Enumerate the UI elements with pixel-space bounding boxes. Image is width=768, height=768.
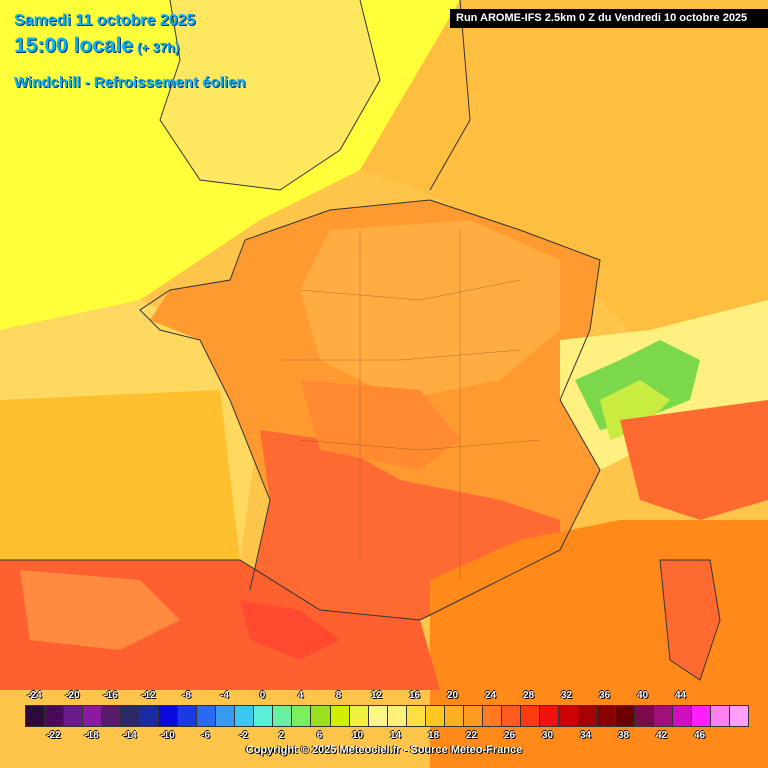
scale-cell [45, 706, 65, 726]
copyright: Copyright © 2025 Meteociel.fr - Source M… [245, 744, 523, 756]
scale-label: 14 [389, 730, 402, 741]
legend-bottom-labels: -22 -18 -14 -10 -6 -2 2 6 10 14 18 22 26 30 34 38 42 46 [0, 730, 768, 744]
forecast-hour: 15:00 locale (+ 37h) [14, 34, 179, 58]
scale-label: 32 [560, 690, 573, 701]
scale-cell [444, 706, 464, 726]
scale-label: 18 [427, 730, 440, 741]
parameter-title: Windchill - Refroissement éolien [14, 74, 246, 91]
scale-cell [520, 706, 540, 726]
scale-label: 36 [598, 690, 611, 701]
scale-cell [387, 706, 407, 726]
scale-label: -24 [27, 690, 42, 701]
scale-label: -10 [160, 730, 175, 741]
scale-label: 0 [259, 690, 266, 701]
scale-label: -6 [201, 730, 210, 741]
scale-cell [292, 706, 312, 726]
scale-cell [83, 706, 103, 726]
scale-cell [577, 706, 597, 726]
scale-cell [654, 706, 674, 726]
scale-cell [692, 706, 712, 726]
hour-text: 15:00 locale [14, 34, 134, 57]
scale-label: -16 [103, 690, 118, 701]
scale-label: 10 [351, 730, 364, 741]
scale-cell [273, 706, 293, 726]
scale-cell [596, 706, 616, 726]
scale-cell [463, 706, 483, 726]
scale-cell [482, 706, 502, 726]
scale-cell [102, 706, 122, 726]
scale-label: 38 [617, 730, 630, 741]
scale-cell [64, 706, 84, 726]
scale-label: 20 [446, 690, 459, 701]
scale-label: -18 [84, 730, 99, 741]
scale-label: 12 [370, 690, 383, 701]
scale-label: -20 [65, 690, 80, 701]
scale-cell [501, 706, 521, 726]
germany-zone [360, 0, 768, 350]
massif-zone [300, 380, 460, 470]
scale-label: 44 [674, 690, 687, 701]
scale-label: 26 [503, 730, 516, 741]
scale-cell [406, 706, 426, 726]
bay-of-biscay [0, 390, 240, 560]
scale-cell [635, 706, 655, 726]
scale-cell [673, 706, 693, 726]
scale-label: 42 [655, 730, 668, 741]
scale-cell [235, 706, 255, 726]
scale-label: 2 [278, 730, 285, 741]
scale-label: 8 [335, 690, 342, 701]
scale-cell [349, 706, 369, 726]
uk-zone [160, 0, 380, 190]
scale-cell [26, 706, 46, 726]
admin-borders [280, 230, 541, 580]
scale-label: -4 [220, 690, 229, 701]
scale-label: 40 [636, 690, 649, 701]
run-info: Run AROME-IFS 2.5km 0 Z du Vendredi 10 o… [450, 9, 768, 28]
scale-label: -14 [122, 730, 137, 741]
scale-label: 22 [465, 730, 478, 741]
scale-cell [368, 706, 388, 726]
forecast-date: Samedi 11 octobre 2025 [14, 12, 196, 29]
scale-cell [425, 706, 445, 726]
scale-label: -12 [141, 690, 156, 701]
color-scale-bar [25, 705, 749, 727]
scale-cell [140, 706, 160, 726]
scale-cell [711, 706, 731, 726]
scale-label: 46 [693, 730, 706, 741]
coastlines [0, 0, 721, 681]
scale-label: 6 [316, 730, 323, 741]
scale-cell [178, 706, 198, 726]
scale-label: 28 [522, 690, 535, 701]
scale-cell [539, 706, 559, 726]
italy-zone [620, 400, 768, 520]
scale-cell [558, 706, 578, 726]
scale-cell [330, 706, 350, 726]
scale-label: -2 [239, 730, 248, 741]
lead-time: (+ 37h) [137, 40, 180, 55]
legend-top-labels: -24 -20 -16 -12 -8 -4 0 4 8 12 16 20 24 28 32 36 40 44 [0, 690, 768, 704]
scale-label: 16 [408, 690, 421, 701]
scale-label: 4 [297, 690, 304, 701]
france-north-interior [300, 220, 560, 400]
scale-cell [121, 706, 141, 726]
scale-label: -22 [46, 730, 61, 741]
scale-cell [311, 706, 331, 726]
scale-label: 24 [484, 690, 497, 701]
scale-label: 30 [541, 730, 554, 741]
scale-cell [254, 706, 274, 726]
scale-label: 34 [579, 730, 592, 741]
scale-cell [730, 706, 749, 726]
scale-cell [197, 706, 217, 726]
scale-cell [159, 706, 179, 726]
scale-label: -8 [182, 690, 191, 701]
corsica-sardinia [660, 560, 720, 680]
scale-cell [216, 706, 236, 726]
scale-cell [615, 706, 635, 726]
